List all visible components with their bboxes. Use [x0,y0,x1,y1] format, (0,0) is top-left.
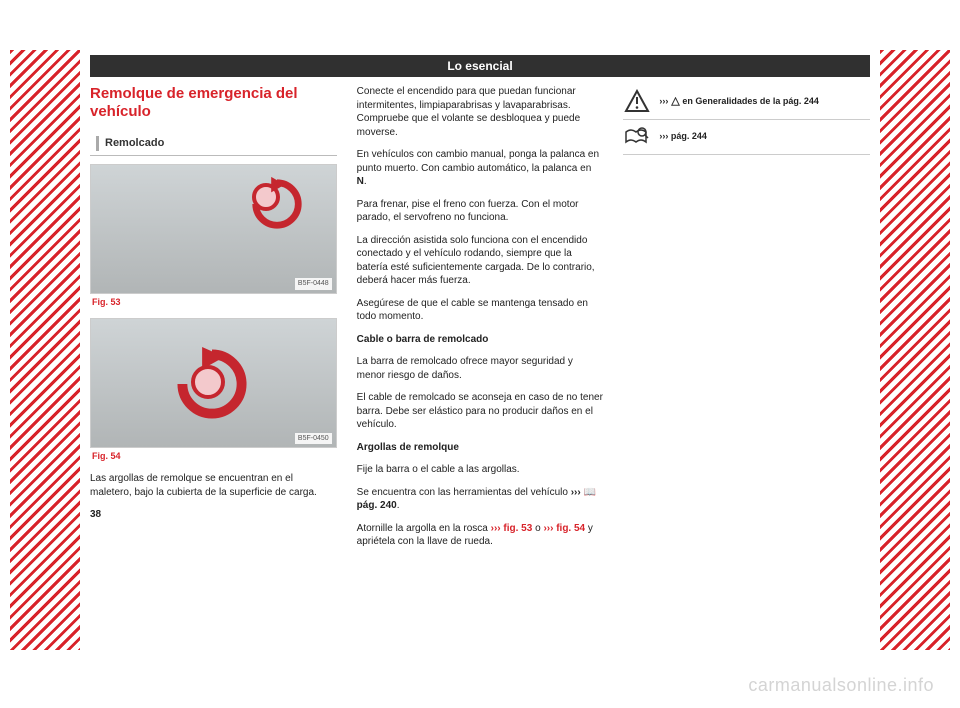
col2-p9: Se encuentra con las herramientas del ve… [357,486,604,513]
content-columns: Remolque de emergencia del vehículo Remo… [90,85,870,668]
col2-p4: La dirección asistida solo funciona con … [357,234,604,288]
diagonal-stripe-right [880,50,950,650]
col2-p6: La barra de remolcado ofrece mayor segur… [357,355,604,382]
col2-h1: Cable o barra de remolcado [357,333,604,347]
info-text: ››› pág. 244 [659,130,707,142]
figure-54: B5F-0450 [90,318,337,448]
col2-p10: Atornille la argolla en la rosca ››› fig… [357,522,604,549]
col2-p2: En vehículos con cambio manual, ponga la… [357,148,604,189]
col2-p2c: . [364,176,367,187]
warning-note: ››› en Generalidades de la pág. 244 [623,85,870,120]
figure-53-code: B5F-0448 [295,278,332,289]
col2-p5: Asegúrese de que el cable se mantenga te… [357,297,604,324]
page-header: Lo esencial [90,55,870,77]
col2-p10b: ››› fig. 53 [491,523,533,534]
figure-54-caption: Fig. 54 [90,450,337,462]
col2-p2b: N [357,176,364,187]
warning-text: ››› en Generalidades de la pág. 244 [659,95,819,107]
column-2: Conecte el encendido para que puedan fun… [357,85,604,668]
figure-53-caption: Fig. 53 [90,296,337,308]
figure-54-code: B5F-0450 [295,433,332,444]
column-3: ››› en Generalidades de la pág. 244 ››› … [623,85,870,668]
page-number: 38 [90,508,337,522]
warn-ref: ››› [659,96,671,106]
col2-p8: Fije la barra o el cable a las argollas. [357,463,604,477]
topic-box: Remolcado [90,133,337,156]
page-content: Lo esencial Remolque de emergencia del v… [90,55,870,668]
rotation-arrow-icon [248,175,306,233]
figure-53: B5F-0448 [90,164,337,294]
rotation-arrow-icon [175,347,249,421]
info-note: ››› pág. 244 [623,120,870,155]
col2-p10c: o [532,523,543,534]
col2-p9a: Se encuentra con las herramientas del ve… [357,487,571,498]
col2-p10d: ››› fig. 54 [543,523,585,534]
col2-p1: Conecte el encendido para que puedan fun… [357,85,604,139]
warn-text-b: en Generalidades de la pág. 244 [680,96,819,106]
warning-triangle-icon [623,89,651,113]
col2-p3: Para frenar, pise el freno con fuerza. C… [357,198,604,225]
section-title: Remolque de emergencia del vehículo [90,85,337,121]
warning-triangle-small-icon [671,97,680,106]
diagonal-stripe-left [10,50,80,650]
col2-p7: El cable de remolcado se aconseja en cas… [357,391,604,432]
col2-p9c: . [397,500,400,511]
col2-p10a: Atornille la argolla en la rosca [357,523,491,534]
topic-label: Remolcado [96,136,331,151]
col1-paragraph-1: Las argollas de remolque se encuentran e… [90,472,337,499]
book-magnifier-icon [623,124,651,148]
col2-h2: Argollas de remolque [357,441,604,455]
column-1: Remolque de emergencia del vehículo Remo… [90,85,337,668]
watermark: carmanualsonline.info [748,675,934,696]
col2-p2a: En vehículos con cambio manual, ponga la… [357,149,599,174]
